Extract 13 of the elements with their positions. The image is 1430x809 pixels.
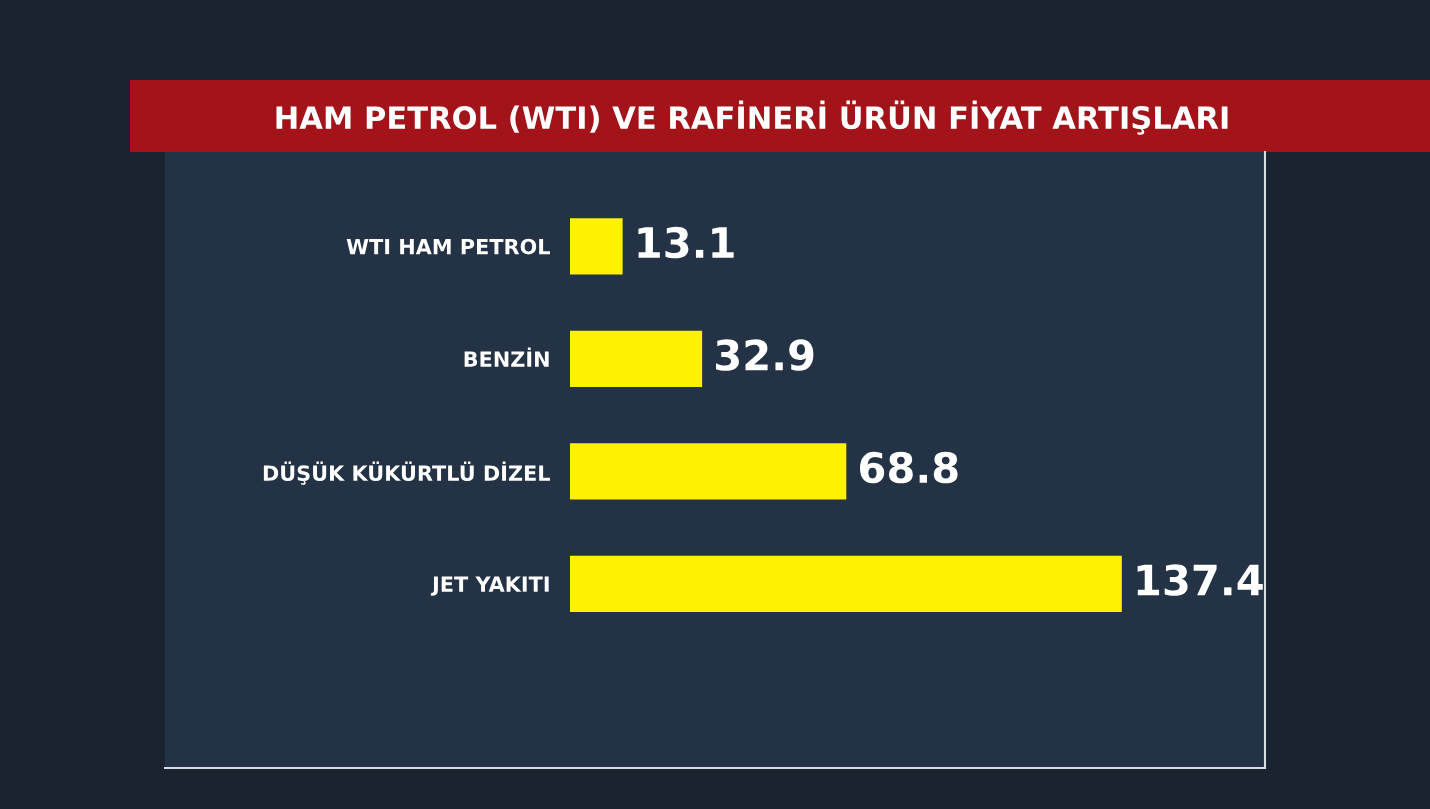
y-tick-label: DÜŞÜK KÜKÜRTLÜ DİZEL (263, 461, 550, 485)
y-tick-label: WTI HAM PETROL (346, 238, 550, 255)
y-tick-label: JET YAKITI (430, 576, 549, 596)
bar (570, 443, 847, 500)
y-tick-label: BENZİN (464, 347, 549, 367)
data-label: 137.4 (1137, 564, 1263, 596)
bar (570, 330, 703, 387)
bar (570, 555, 1122, 612)
data-label: 32.9 (716, 339, 814, 371)
data-label: 13.1 (638, 226, 734, 259)
data-label: 68.8 (860, 451, 958, 484)
chart-title: HAM PETROL (WTI) VE RAFİNERİ ÜRÜN FİYAT ARTIŞLARI (276, 100, 1228, 135)
bar (570, 218, 623, 275)
